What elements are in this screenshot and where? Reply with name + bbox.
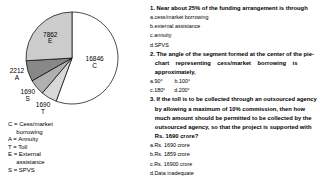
data-label-category: T: [41, 108, 45, 115]
questions: 1. Near about 25% of the funding arrange…: [150, 5, 318, 176]
pie: 16846C 1690T1690S 2212A 7862E: [10, 12, 118, 115]
question-line: much amount should be permitted to be co…: [150, 115, 312, 121]
legend-line: S = SPVS: [8, 167, 35, 173]
answer-option: b.external assistance: [150, 23, 200, 29]
legend-line: T = Toll: [8, 144, 27, 150]
pie-slice: [26, 58, 72, 81]
legend-line: A = Annuity: [8, 136, 38, 142]
answer-option: c.180° d.200°: [150, 87, 190, 93]
question-line: 1. Near about 25% of the funding arrange…: [150, 5, 308, 11]
question-line: Rs. 1690 crore?: [150, 133, 199, 139]
question-line: approximately,: [150, 69, 196, 75]
legend-line: C = Cess/market: [8, 121, 53, 127]
data-label-category: A: [15, 74, 20, 81]
question-line: 3. If the toll is to be collected throug…: [150, 96, 318, 102]
data-label: 1690S: [21, 88, 36, 102]
answer-option: c.Rs. 16900 crore: [150, 161, 192, 167]
answer-option: d.Data inadequate: [150, 170, 194, 176]
data-label-category: C: [92, 62, 97, 69]
answer-option: a.90° b.100°: [150, 78, 190, 84]
question-line: 2. The angle of the segment formed at th…: [150, 51, 314, 57]
legend-line: E = External: [8, 151, 41, 157]
answer-option: a.cess/market borrowing: [150, 14, 208, 20]
answer-option: d.SPVS: [150, 42, 169, 48]
answer-option: b.Rs. 1859 crore: [150, 151, 190, 157]
answer-option: c.annuity: [150, 32, 172, 38]
data-label: 1690T: [36, 101, 51, 115]
question-line: outsourced agency, so that the project i…: [150, 124, 312, 130]
legend-text: C = Cess/market borrowingA = Annuity T = …: [8, 121, 53, 173]
legend-line: borrowing: [8, 129, 43, 135]
data-label: 7862E: [43, 31, 58, 45]
legend-line: assistance: [8, 159, 45, 165]
data-label: 2212A: [10, 67, 25, 81]
data-label: 16846C: [86, 55, 104, 69]
answer-option: a.Rs. 1690 crore: [150, 142, 190, 148]
question-line: by allowing a maximum of 10% commission,…: [150, 106, 306, 112]
pie-slice: [26, 12, 72, 61]
question-line: chart representing cess/market borrowing…: [150, 60, 297, 66]
data-label-category: E: [48, 37, 53, 44]
data-label-category: S: [26, 95, 31, 102]
chart: 16846C 1690T1690S 2212A 7862E C = Cess/marke…: [0, 0, 320, 180]
